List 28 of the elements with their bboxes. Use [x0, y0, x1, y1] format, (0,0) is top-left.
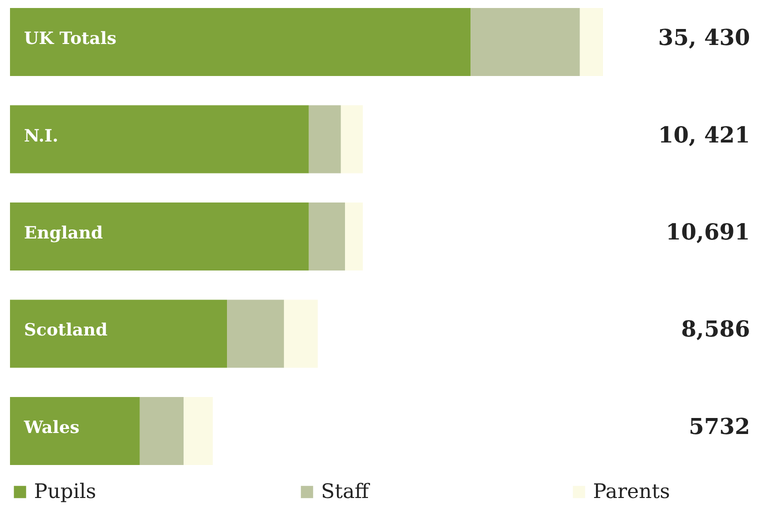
bar	[10, 8, 471, 76]
y-tick-label: N.I.	[24, 126, 58, 146]
text: 8,586	[681, 316, 750, 343]
text: 10,691	[666, 220, 750, 246]
legend-label: Pupils	[34, 479, 96, 503]
bar	[140, 396, 184, 465]
legend-label: Staff	[321, 479, 371, 503]
bar	[580, 8, 603, 76]
bar	[10, 105, 309, 174]
legend-label: Parents	[593, 479, 670, 503]
bar	[227, 300, 284, 368]
bar	[308, 105, 341, 174]
bar	[345, 202, 363, 270]
bar	[284, 300, 318, 368]
bar	[10, 300, 228, 368]
bar	[10, 202, 309, 270]
text: 10, 421	[658, 122, 750, 148]
text: 5732	[688, 414, 750, 440]
bar	[470, 8, 580, 76]
text: 35, 430	[658, 25, 750, 52]
bar	[308, 202, 346, 270]
y-tick-label: Wales	[23, 418, 80, 438]
y-tick-label: Scotland	[24, 320, 108, 341]
bar	[10, 396, 140, 465]
bar	[184, 396, 213, 465]
y-tick-label: England	[24, 224, 104, 244]
y-tick-label: UK Totals	[24, 29, 116, 50]
bar	[340, 105, 363, 174]
